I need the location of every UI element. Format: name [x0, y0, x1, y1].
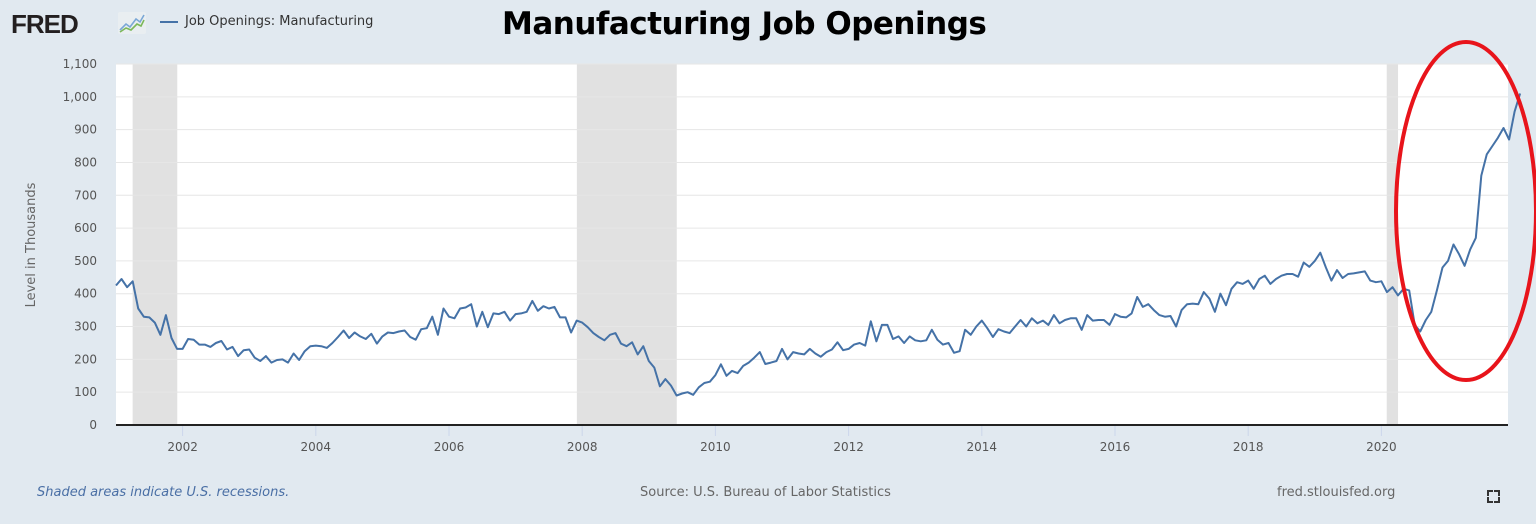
recession-band — [576, 64, 677, 425]
site-link[interactable]: fred.stlouisfed.org — [1277, 485, 1396, 500]
x-tick-label: 2010 — [700, 440, 731, 454]
x-axis-labels: 2002 2004 2006 2008 2010 2012 2014 2016 2018 2020 — [167, 426, 1397, 454]
data-series-line[interactable] — [115, 93, 1522, 397]
y-tick-label: 1,100 — [63, 57, 97, 71]
recession-note: Shaded areas indicate U.S. recessions. — [37, 485, 290, 500]
x-tick-label: 2008 — [567, 440, 598, 454]
x-tick-label: 2004 — [301, 440, 332, 454]
y-tick-label: 500 — [74, 254, 97, 268]
y-tick-label: 900 — [74, 123, 97, 137]
y-tick-label: 300 — [74, 320, 97, 334]
x-tick-label: 2006 — [434, 440, 465, 454]
gridlines — [116, 63, 1508, 393]
page-title: Manufacturing Job Openings — [502, 6, 987, 42]
chart-header: FRED Job Openings: Manufacturing Manufac… — [0, 0, 1536, 56]
fullscreen-icon-corner — [1494, 490, 1500, 496]
y-tick-label: 200 — [74, 352, 97, 366]
plot-area — [116, 64, 1508, 425]
legend-label: Job Openings: Manufacturing — [185, 14, 374, 29]
y-tick-label: 800 — [74, 155, 97, 169]
x-tick-label: 2012 — [833, 440, 864, 454]
x-tick-label: 2014 — [967, 440, 998, 454]
y-tick-label: 1,000 — [63, 90, 97, 104]
source-label: Source: U.S. Bureau of Labor Statistics — [640, 485, 891, 500]
legend-line-swatch — [160, 20, 178, 23]
fred-graph-icon — [118, 12, 146, 34]
y-axis-labels: 0 100 200 300 400 500 600 700 800 900 1,000 1,100 — [63, 57, 97, 432]
recession-band — [132, 64, 178, 425]
annotation-ellipse — [1394, 40, 1536, 382]
recession-band — [1386, 64, 1399, 425]
y-tick-label: 700 — [74, 188, 97, 202]
y-tick-label: 600 — [74, 221, 97, 235]
y-tick-label: 100 — [74, 385, 97, 399]
y-tick-label: 0 — [89, 418, 97, 432]
fullscreen-icon-corner — [1494, 497, 1500, 503]
y-tick-label: 400 — [74, 287, 97, 301]
fullscreen-button[interactable] — [1487, 490, 1500, 503]
fullscreen-icon — [1487, 490, 1493, 496]
legend[interactable]: Job Openings: Manufacturing — [160, 14, 373, 29]
y-axis-title: Level in Thousands — [24, 182, 39, 307]
x-tick-label: 2016 — [1100, 440, 1131, 454]
fred-logo[interactable]: FRED — [11, 9, 79, 39]
recession-shading — [132, 64, 1399, 425]
x-tick-label: 2002 — [167, 440, 198, 454]
x-tick-label: 2020 — [1366, 440, 1397, 454]
fullscreen-icon-corner — [1487, 497, 1493, 503]
x-tick-label: 2018 — [1233, 440, 1264, 454]
